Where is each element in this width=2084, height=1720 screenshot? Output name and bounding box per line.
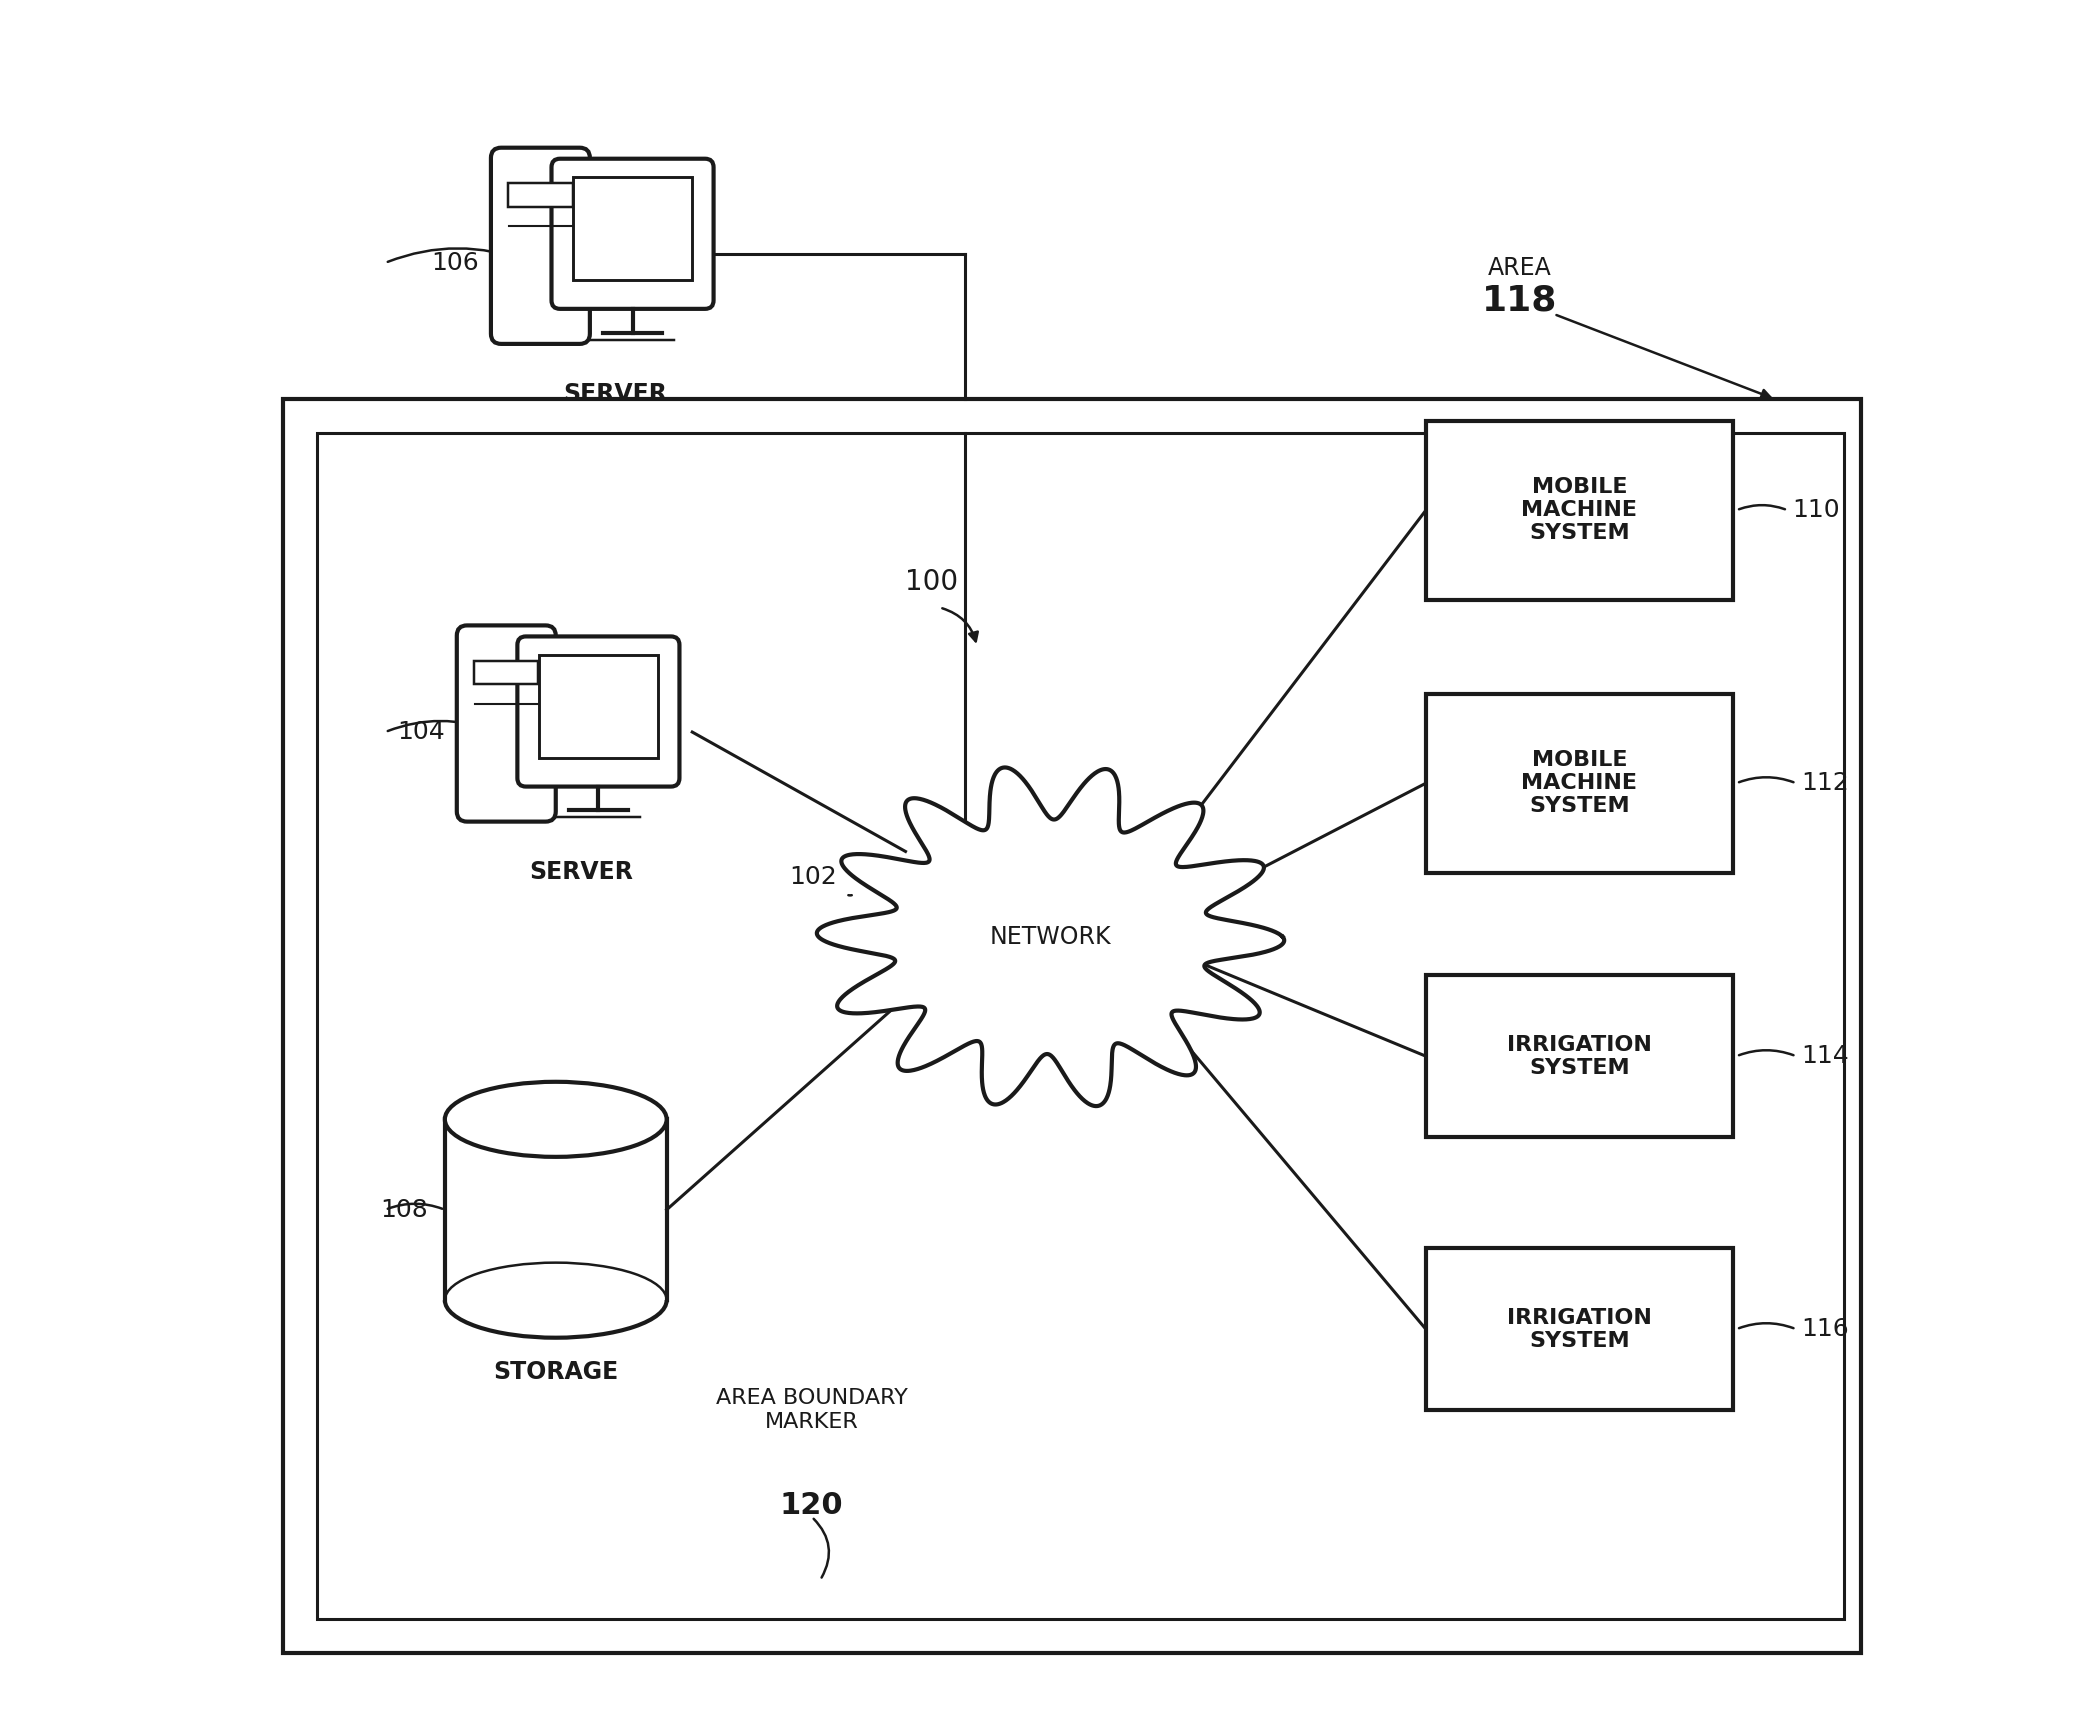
- Text: AREA BOUNDARY
MARKER: AREA BOUNDARY MARKER: [715, 1388, 909, 1431]
- Bar: [1425, 421, 1734, 600]
- Text: IRRIGATION
SYSTEM: IRRIGATION SYSTEM: [1507, 1035, 1653, 1078]
- FancyBboxPatch shape: [456, 626, 556, 822]
- FancyBboxPatch shape: [517, 636, 679, 786]
- Text: MOBILE
MACHINE
SYSTEM: MOBILE MACHINE SYSTEM: [1521, 476, 1638, 544]
- Text: NETWORK: NETWORK: [990, 925, 1111, 949]
- Text: 120: 120: [779, 1491, 844, 1520]
- Polygon shape: [817, 767, 1284, 1106]
- Text: 110: 110: [1792, 499, 1840, 523]
- Bar: [1425, 693, 1734, 872]
- Text: STORAGE: STORAGE: [494, 1361, 619, 1385]
- Bar: [508, 182, 573, 206]
- FancyBboxPatch shape: [492, 148, 590, 344]
- FancyBboxPatch shape: [552, 158, 713, 310]
- Bar: [538, 655, 659, 757]
- Bar: [475, 660, 538, 685]
- Text: IRRIGATION
SYSTEM: IRRIGATION SYSTEM: [1507, 1307, 1653, 1350]
- Ellipse shape: [444, 1082, 667, 1158]
- Text: 112: 112: [1801, 771, 1849, 795]
- Text: 114: 114: [1801, 1044, 1849, 1068]
- Text: 118: 118: [1482, 284, 1557, 316]
- Text: AREA: AREA: [1488, 256, 1553, 280]
- Text: SERVER: SERVER: [563, 382, 667, 406]
- Bar: [283, 399, 1861, 1653]
- Bar: [317, 433, 1844, 1619]
- Bar: [1425, 975, 1734, 1137]
- Text: MOBILE
MACHINE
SYSTEM: MOBILE MACHINE SYSTEM: [1521, 750, 1638, 817]
- Text: 108: 108: [379, 1197, 427, 1221]
- Bar: [573, 177, 692, 280]
- Text: 116: 116: [1801, 1318, 1849, 1342]
- Bar: [1425, 1249, 1734, 1410]
- Text: 100: 100: [904, 568, 959, 595]
- Text: 102: 102: [790, 865, 838, 889]
- Text: 106: 106: [431, 251, 479, 275]
- Text: 104: 104: [398, 721, 444, 745]
- Text: SERVER: SERVER: [529, 860, 634, 884]
